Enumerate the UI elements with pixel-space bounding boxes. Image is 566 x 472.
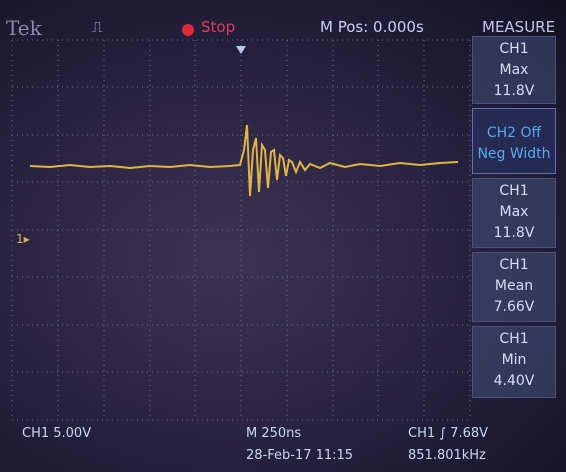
measurement-type: Mean bbox=[473, 276, 555, 297]
measurement-source: CH1 bbox=[473, 181, 555, 202]
frequency: 851.801kHz bbox=[408, 448, 486, 463]
measurement-value: 11.8V bbox=[473, 81, 555, 102]
timebase: M 250ns bbox=[246, 426, 301, 441]
run-indicator bbox=[182, 24, 194, 36]
waveform-trace bbox=[30, 125, 458, 196]
measurement-source: CH2 Off bbox=[473, 123, 555, 144]
measurement-type: Max bbox=[473, 202, 555, 223]
trigger-position-arrow bbox=[236, 46, 246, 54]
measurement-value: 7.66V bbox=[473, 297, 555, 318]
measurement-type: Min bbox=[473, 350, 555, 371]
brand: Tek bbox=[6, 16, 42, 40]
measurement-source: CH1 bbox=[473, 39, 555, 60]
measurement-source: CH1 bbox=[473, 255, 555, 276]
measurement-type: Max bbox=[473, 60, 555, 81]
measurement-type: Neg Width bbox=[473, 144, 555, 165]
trigger: CH1 ∫ 7.68V bbox=[408, 426, 488, 441]
ch1-scale: CH1 5.00V bbox=[22, 426, 91, 441]
acquire-icon: ⎍ bbox=[92, 18, 103, 36]
channel-number: 1 bbox=[16, 232, 24, 246]
run-state: Stop bbox=[201, 18, 235, 36]
trigger-level: 7.68V bbox=[450, 426, 488, 441]
oscilloscope-screen: Tek ⎍ Stop M Pos: 0.000s MEASURE 1▸ CH1M… bbox=[0, 0, 566, 472]
trigger-source: CH1 bbox=[408, 426, 435, 441]
datetime: 28-Feb-17 11:15 bbox=[246, 448, 353, 463]
channel-marker: 1▸ bbox=[16, 232, 30, 246]
menu-title: MEASURE bbox=[482, 18, 555, 36]
horizontal-position: M Pos: 0.000s bbox=[320, 18, 424, 36]
measurement-value: 11.8V bbox=[473, 223, 555, 244]
grid bbox=[12, 40, 470, 420]
measurement-value: 4.40V bbox=[473, 371, 555, 392]
measurement-source: CH1 bbox=[473, 329, 555, 350]
